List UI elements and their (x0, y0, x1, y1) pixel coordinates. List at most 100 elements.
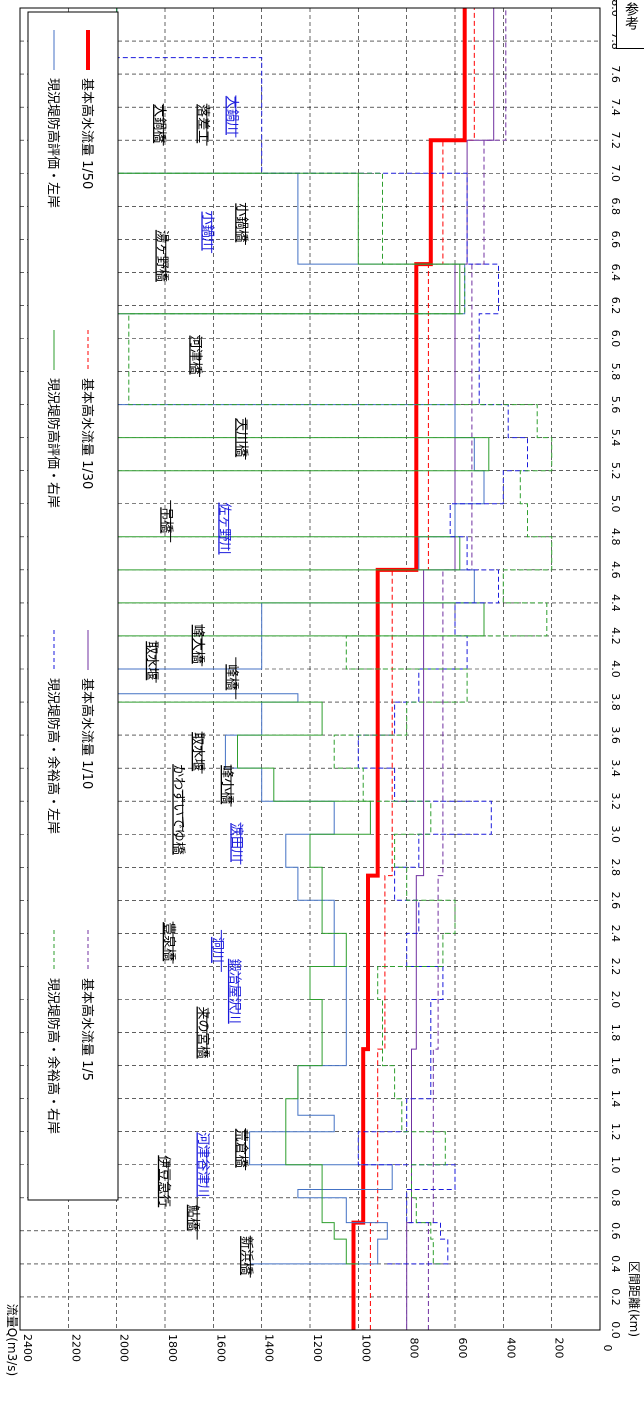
series-line (369, 8, 475, 1330)
x-tick-label: 4.4 (609, 594, 622, 612)
x-tick-label: 2.2 (609, 958, 622, 976)
x-tick-label: 6.4 (609, 264, 622, 282)
series-line (116, 8, 490, 1265)
y-tick-label: 1000 (359, 1334, 372, 1362)
annotation-label: 河津谷津川 (195, 1132, 210, 1197)
y-axis-label: 流量Q(m3/s) (5, 1304, 19, 1376)
x-tick-label: 0.6 (609, 1222, 622, 1240)
legend-label: 現況堤防高評価・右岸 (45, 378, 61, 508)
x-tick-label: 7.0 (609, 165, 622, 183)
x-tick-label: 3.8 (609, 693, 622, 711)
annotation-label: 小鍋橋 (234, 203, 250, 242)
annotation-label: 大鍋橋 (151, 104, 167, 143)
x-tick-label: 6.6 (609, 231, 622, 249)
x-tick-label: 2.8 (609, 859, 622, 877)
x-tick-label: 1.0 (609, 1156, 622, 1174)
annotation-label: 峰橋 (224, 664, 239, 690)
x-tick-label: 4.0 (609, 660, 622, 678)
legend-label: 基本高水流量 1/10 (79, 678, 95, 789)
x-tick-label: 1.6 (609, 1057, 622, 1075)
x-tick-label: 1.4 (609, 1090, 622, 1108)
legend-label: 現況堤防高・余裕高・左岸 (45, 678, 61, 834)
y-tick-label: 1800 (166, 1334, 179, 1362)
x-tick-label: 1.8 (609, 1024, 622, 1042)
y-tick-label: 0 (601, 1345, 614, 1352)
series-line (116, 8, 528, 1265)
y-tick-label: 400 (504, 1338, 517, 1359)
x-tick-label: 5.2 (609, 462, 622, 480)
x-tick-label: 7.6 (609, 65, 622, 83)
annotation-label: 落差工 (195, 104, 210, 143)
annotation-label: 吊橋 (159, 507, 174, 533)
annotation-label: 大鍋川 (224, 96, 240, 135)
annotation-label: 洞川 (209, 937, 224, 963)
legend: 現況堤防高評価・左岸現況堤防高評価・右岸現況堤防高・余裕高・左岸現況堤防高・余裕… (27, 11, 119, 1201)
x-tick-label: 6.8 (609, 198, 622, 216)
y-tick-label: 2200 (69, 1334, 82, 1362)
x-tick-label: 4.2 (609, 627, 622, 645)
annotation-label: 小鍋川 (200, 212, 216, 251)
x-axis-label: 区間距離(km) (627, 1261, 641, 1337)
annotation-label: 新浜橋 (238, 1236, 254, 1275)
x-tick-label: 1.2 (609, 1123, 622, 1141)
x-tick-label: 6.0 (609, 330, 622, 348)
y-tick-label: 2000 (118, 1334, 131, 1362)
x-tick-label: 0.2 (609, 1288, 622, 1306)
x-tick-label: 7.2 (609, 131, 622, 149)
series-group (116, 8, 553, 1330)
x-tick-label: 3.4 (609, 759, 622, 777)
series-line (116, 8, 553, 1265)
x-tick-label: 3.0 (609, 826, 622, 844)
x-tick-label: 5.4 (609, 429, 622, 447)
x-tick-label: 3.2 (609, 792, 622, 810)
reference-badge: 参考 (616, 0, 644, 49)
plot-frame (19, 7, 601, 1331)
series-line (427, 8, 507, 1330)
x-tick-label: 0.4 (609, 1255, 622, 1273)
annotation-label: かわずいでゆ橋 (171, 764, 186, 855)
x-tick-label: 5.6 (609, 396, 622, 414)
x-tick-label: 2.0 (609, 991, 622, 1009)
y-tick-label: 600 (456, 1338, 469, 1359)
x-tick-label: 5.0 (609, 495, 622, 513)
annotation-label: 湯ヶ野橋 (154, 230, 169, 282)
y-tick-label: 800 (408, 1338, 421, 1359)
x-tick-label: 4.8 (609, 528, 622, 546)
annotation-label: 峰小橋 (219, 765, 234, 804)
annotation-label: 来の宮橋 (195, 1007, 211, 1059)
annotation-label: 荒倉橋 (234, 1129, 249, 1168)
x-tick-label: 0.0 (609, 1321, 622, 1339)
x-tick-label: 3.6 (609, 726, 622, 744)
legend-label: 基本高水流量 1/30 (79, 378, 95, 489)
annotation-label: 佐ヶ野川 (217, 503, 232, 555)
legend-frame (27, 11, 119, 1201)
x-tick-label: 7.4 (609, 98, 622, 116)
annotation-label: 天川橋 (234, 418, 249, 457)
annotation-label: 豊泉橋 (161, 922, 177, 961)
annotation-label: 鮎橋 (185, 1205, 200, 1231)
x-tick-label: 2.6 (609, 892, 622, 910)
reference-badge-text: 参考 (623, 2, 639, 30)
annotation-label: 伊豆急行 (156, 1155, 171, 1207)
legend-label: 基本高水流量 1/50 (79, 78, 95, 189)
y-tick-label: 1400 (263, 1334, 276, 1362)
x-tick-label: 2.4 (609, 925, 622, 943)
x-tick-label: 0.8 (609, 1189, 622, 1207)
x-tick-label: 5.8 (609, 363, 622, 381)
axes-group: 0 200 400 600 800 1000 1200 1400 1600 1800 2000 220… (5, 0, 641, 1376)
series-line (351, 8, 467, 1330)
legend-label: 現況堤防高評価・左岸 (45, 78, 61, 208)
y-tick-label: 200 (553, 1338, 566, 1359)
annotation-label: 取水堰 (190, 732, 205, 771)
annotation-label: 鍛冶屋沢川 (226, 959, 241, 1024)
annotation-label: 峰大橋 (190, 625, 205, 664)
x-tick-label: 4.6 (609, 561, 622, 579)
legend-label: 現況堤防高・余裕高・右岸 (45, 978, 61, 1134)
y-tick-label: 1600 (214, 1334, 227, 1362)
y-tick-label: 1200 (311, 1334, 324, 1362)
annotation-label: 河津橋 (188, 336, 203, 375)
y-tick-label: 2400 (21, 1334, 34, 1362)
x-tick-label: 6.2 (609, 297, 622, 315)
